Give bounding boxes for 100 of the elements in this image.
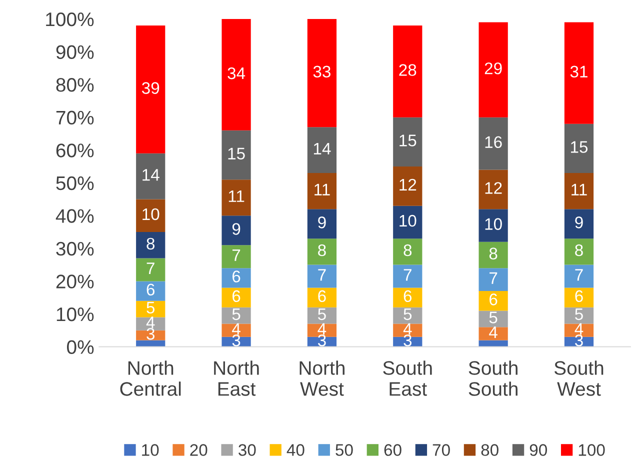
bar xyxy=(393,307,422,324)
bar xyxy=(478,291,508,311)
y-tick-label: 10% xyxy=(56,307,94,322)
data-label: 11 xyxy=(314,184,330,196)
data-label: 6 xyxy=(232,290,240,302)
legend-label: 40 xyxy=(286,444,304,456)
bar xyxy=(564,124,594,174)
data-label: 4 xyxy=(146,316,155,328)
data-label: 9 xyxy=(575,216,583,228)
bar xyxy=(136,340,166,347)
bar xyxy=(393,206,422,239)
bar xyxy=(136,26,166,154)
bar xyxy=(307,127,337,174)
x-tick-label: South East xyxy=(383,360,432,396)
y-tick-label: 80% xyxy=(56,78,94,92)
bar xyxy=(478,340,508,347)
y-tick-label: 30% xyxy=(56,242,94,256)
x-tick-label: North Central xyxy=(120,360,181,396)
data-label: 8 xyxy=(489,248,498,260)
data-label: 33 xyxy=(313,66,330,78)
bar xyxy=(136,153,166,200)
bar xyxy=(222,130,251,180)
data-label: 15 xyxy=(400,134,416,146)
data-label: 31 xyxy=(570,66,588,78)
bar xyxy=(478,310,508,328)
bar xyxy=(136,199,166,232)
bar xyxy=(393,26,422,118)
data-label: 8 xyxy=(318,244,326,256)
data-label: 9 xyxy=(232,223,240,235)
y-tick-label: 60% xyxy=(56,144,94,158)
x-tick-label: North East xyxy=(214,360,259,396)
y-tick-label: 70% xyxy=(56,110,94,125)
data-label: 10 xyxy=(142,208,160,220)
data-label: 4 xyxy=(489,326,498,338)
data-label: 39 xyxy=(142,82,160,94)
y-tick-label: 100% xyxy=(46,12,94,26)
legend-label: 20 xyxy=(190,444,208,456)
bar xyxy=(136,281,166,301)
data-label: 3 xyxy=(404,334,412,346)
data-label: 10 xyxy=(400,214,416,227)
legend-label: 50 xyxy=(336,444,353,456)
data-label: 6 xyxy=(490,294,498,306)
bar xyxy=(564,264,594,288)
bar xyxy=(564,209,594,239)
bar xyxy=(564,238,594,265)
data-label: 7 xyxy=(575,269,583,281)
x-tick-label: South South xyxy=(468,360,518,396)
data-label: 6 xyxy=(318,290,326,302)
data-label: 16 xyxy=(485,136,502,148)
data-label: 6 xyxy=(232,270,240,282)
bar xyxy=(307,288,337,308)
bar xyxy=(564,288,594,308)
data-label: 4 xyxy=(232,323,240,335)
bar xyxy=(478,117,508,170)
bar xyxy=(222,245,251,268)
data-label: 12 xyxy=(400,178,416,190)
data-label: 15 xyxy=(570,141,588,153)
bar xyxy=(564,307,594,324)
data-label: 14 xyxy=(142,169,160,181)
bar xyxy=(222,19,251,130)
y-tick-label: 0% xyxy=(66,340,94,354)
data-label: 3 xyxy=(318,334,326,346)
data-label: 8 xyxy=(575,244,583,256)
data-label: 7 xyxy=(318,269,326,281)
bar xyxy=(393,238,422,265)
bar xyxy=(222,288,251,308)
y-tick-label: 50% xyxy=(56,176,94,190)
data-label: 8 xyxy=(404,244,412,256)
data-label: 7 xyxy=(146,262,154,274)
data-label: 5 xyxy=(404,308,412,320)
data-label: 15 xyxy=(228,148,245,160)
bar xyxy=(307,264,337,288)
bar xyxy=(222,216,251,246)
data-label: 5 xyxy=(318,308,326,320)
bar xyxy=(136,300,166,318)
bar xyxy=(478,268,508,292)
legend-label: 80 xyxy=(481,444,498,456)
data-label: 5 xyxy=(575,308,583,320)
y-tick-label: 40% xyxy=(56,209,94,223)
data-label: 11 xyxy=(228,190,244,202)
data-label: 7 xyxy=(232,249,240,261)
bar xyxy=(222,268,251,288)
data-label: 7 xyxy=(490,272,498,284)
bar xyxy=(478,22,508,118)
bar xyxy=(307,238,337,265)
legend-label: 10 xyxy=(142,444,159,456)
bar xyxy=(307,209,337,239)
bar xyxy=(393,264,422,288)
data-label: 5 xyxy=(489,312,498,324)
data-label: 10 xyxy=(485,218,502,230)
bar xyxy=(222,180,251,216)
data-label: 8 xyxy=(146,238,155,250)
bar xyxy=(307,307,337,324)
bar xyxy=(393,288,422,308)
data-label: 4 xyxy=(574,323,584,335)
data-label: 3 xyxy=(146,328,155,340)
bar xyxy=(222,307,251,324)
data-label: 4 xyxy=(318,323,326,335)
bar xyxy=(136,258,166,282)
y-tick-label: 20% xyxy=(56,274,94,288)
